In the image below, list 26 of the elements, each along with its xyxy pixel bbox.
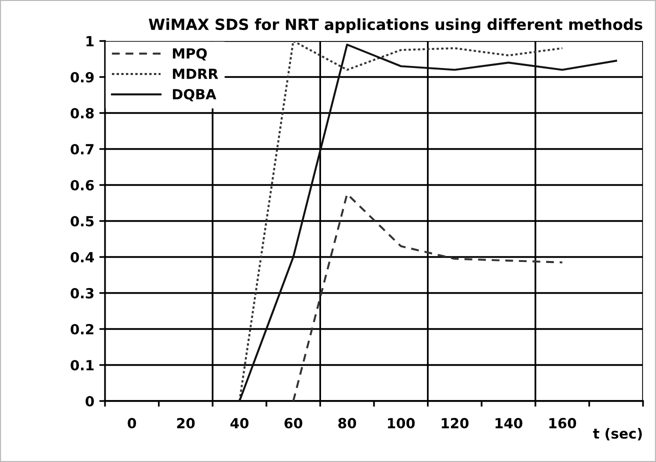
y-tick-label: 0.3 — [70, 288, 94, 298]
x-tick-label: 20 — [177, 418, 195, 428]
y-tick-label: 0.6 — [70, 180, 94, 190]
y-tick-label: 0.2 — [70, 324, 94, 334]
y-tick-label: 1 — [86, 36, 94, 46]
x-tick-label: 0 — [128, 418, 136, 428]
x-tick-label: 80 — [338, 418, 356, 428]
y-tick-label: 0 — [86, 396, 94, 406]
line-series — [292, 193, 564, 401]
x-tick-label: 140 — [496, 418, 522, 428]
chart-title: WiMAX SDS for NRT applications using different methods — [148, 18, 642, 34]
y-tick-label: 0.9 — [70, 72, 94, 82]
x-tick-label: 100 — [388, 418, 415, 428]
y-tick-label: 0.1 — [70, 360, 94, 370]
y-tick-label: 0.5 — [70, 216, 94, 226]
legend-label: MPQ — [172, 48, 207, 61]
x-tick-label: 40 — [230, 418, 248, 428]
y-tick-label: 0.4 — [70, 252, 94, 262]
y-tick-label: 0.8 — [70, 108, 94, 118]
x-axis-title: t (sec) — [593, 428, 642, 440]
y-tick-label: 0.7 — [70, 144, 94, 154]
x-tick-label: 160 — [549, 418, 576, 428]
legend-label: DQBA — [172, 88, 216, 102]
x-tick-label: 60 — [284, 418, 302, 428]
legend-label: MDRR — [172, 68, 218, 79]
x-tick-label: 120 — [442, 418, 469, 428]
